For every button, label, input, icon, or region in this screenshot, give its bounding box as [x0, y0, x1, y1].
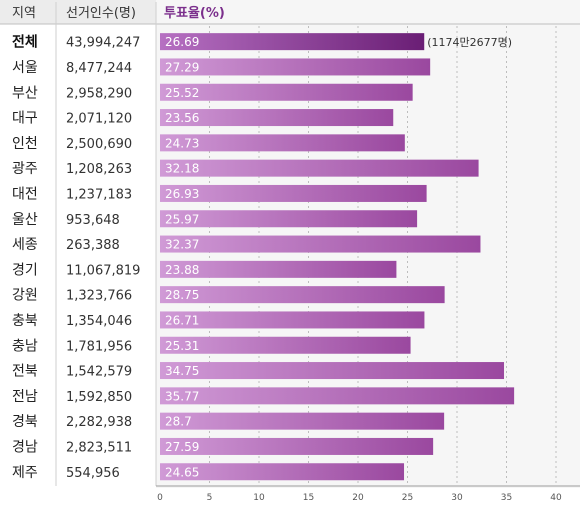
bar-value-label: 26.69: [165, 35, 199, 49]
total-voters-note: (1174만2677명): [427, 36, 512, 49]
region-label: 울산: [12, 212, 38, 228]
region-label: 강원: [12, 288, 38, 304]
bar-value-label: 34.75: [165, 364, 199, 378]
bar-value-label: 24.65: [165, 465, 199, 479]
voters-count: 1,781,956: [66, 339, 132, 354]
x-tick-label: 35: [501, 493, 512, 503]
bar-value-label: 25.97: [165, 212, 199, 226]
bar-경기: [160, 260, 397, 278]
voters-count: 1,542,579: [66, 365, 132, 380]
region-label: 전체: [12, 34, 38, 51]
region-label: 경기: [12, 262, 38, 278]
bar-value-label: 24.73: [165, 136, 199, 150]
region-label: 광주: [12, 161, 38, 177]
region-label: 세종: [12, 237, 38, 253]
voters-count: 43,994,247: [66, 36, 140, 51]
voters-count: 11,067,819: [66, 263, 140, 278]
bar-value-label: 23.56: [165, 111, 199, 125]
bar-value-label: 27.29: [165, 60, 199, 74]
bar-충북: [160, 311, 425, 329]
bar-광주: [160, 159, 479, 177]
voters-column-header: 선거인수(명): [66, 6, 136, 21]
voters-count: 263,388: [66, 238, 120, 253]
bar-울산: [160, 210, 418, 228]
region-column-header: 지역: [12, 6, 36, 21]
voters-count: 2,823,511: [66, 440, 132, 455]
bar-강원: [160, 286, 445, 304]
row-labels: 26.69 전체 43,994,247 (1174만2677명) 27.29 서울 8,47…: [12, 34, 512, 481]
bar-대전: [160, 184, 427, 202]
x-axis-ticks: 0 5 10 15 20 25 30 35 40: [157, 493, 562, 503]
bar-value-label: 32.37: [165, 238, 199, 252]
voters-count: 1,208,263: [66, 162, 132, 177]
region-label: 제주: [12, 465, 38, 481]
gridlines: [209, 26, 557, 486]
bar-value-label: 25.52: [165, 86, 199, 100]
region-label: 서울: [12, 60, 38, 76]
region-label: 대구: [12, 111, 38, 127]
voters-count: 1,354,046: [66, 314, 132, 329]
voters-count: 2,282,938: [66, 415, 132, 430]
x-tick-label: 30: [451, 493, 463, 503]
region-label: 전남: [12, 389, 38, 405]
voters-count: 554,956: [66, 466, 120, 481]
region-label: 인천: [12, 136, 38, 152]
bar-value-label: 32.18: [165, 162, 199, 176]
region-label: 전북: [12, 364, 38, 380]
bar-value-label: 26.93: [165, 187, 199, 201]
bars: [160, 33, 515, 481]
bar-value-label: 35.77: [165, 389, 199, 403]
x-tick-label: 10: [253, 493, 265, 503]
bar-전남: [160, 387, 515, 405]
x-tick-label: 25: [402, 493, 413, 503]
voters-count: 2,071,120: [66, 112, 132, 127]
bar-서울: [160, 58, 431, 76]
bar-전체: [160, 33, 425, 51]
bar-경남: [160, 437, 434, 455]
bar-전북: [160, 362, 505, 380]
bar-인천: [160, 134, 405, 152]
bar-부산: [160, 83, 413, 101]
region-label: 경북: [12, 414, 38, 430]
bar-세종: [160, 235, 481, 253]
bar-제주: [160, 463, 405, 481]
turnout-column-header: 투표율(%): [164, 5, 225, 21]
region-label: 충남: [12, 338, 38, 354]
region-label: 부산: [12, 85, 38, 101]
region-label: 경남: [12, 439, 38, 455]
bar-value-label: 27.59: [165, 440, 199, 454]
x-tick-label: 15: [303, 493, 314, 503]
voters-count: 2,500,690: [66, 137, 132, 152]
voters-count: 953,648: [66, 213, 120, 228]
voters-count: 1,323,766: [66, 289, 132, 304]
voters-count: 1,592,850: [66, 390, 132, 405]
bar-value-label: 28.75: [165, 288, 199, 302]
bar-충남: [160, 336, 411, 354]
bar-value-label: 28.7: [165, 415, 192, 429]
x-tick-label: 5: [207, 493, 213, 503]
region-label: 충북: [12, 313, 38, 329]
bar-대구: [160, 109, 394, 127]
bar-value-label: 25.31: [165, 339, 199, 353]
bar-value-label: 26.71: [165, 313, 199, 327]
x-tick-label: 20: [352, 493, 364, 503]
x-tick-label: 0: [157, 493, 163, 503]
region-label: 대전: [12, 186, 38, 202]
bar-경북: [160, 412, 445, 430]
x-tick-label: 40: [550, 493, 562, 503]
voters-count: 1,237,183: [66, 187, 132, 202]
bar-value-label: 23.88: [165, 263, 199, 277]
voters-count: 2,958,290: [66, 86, 132, 101]
voters-count: 8,477,244: [66, 61, 132, 76]
